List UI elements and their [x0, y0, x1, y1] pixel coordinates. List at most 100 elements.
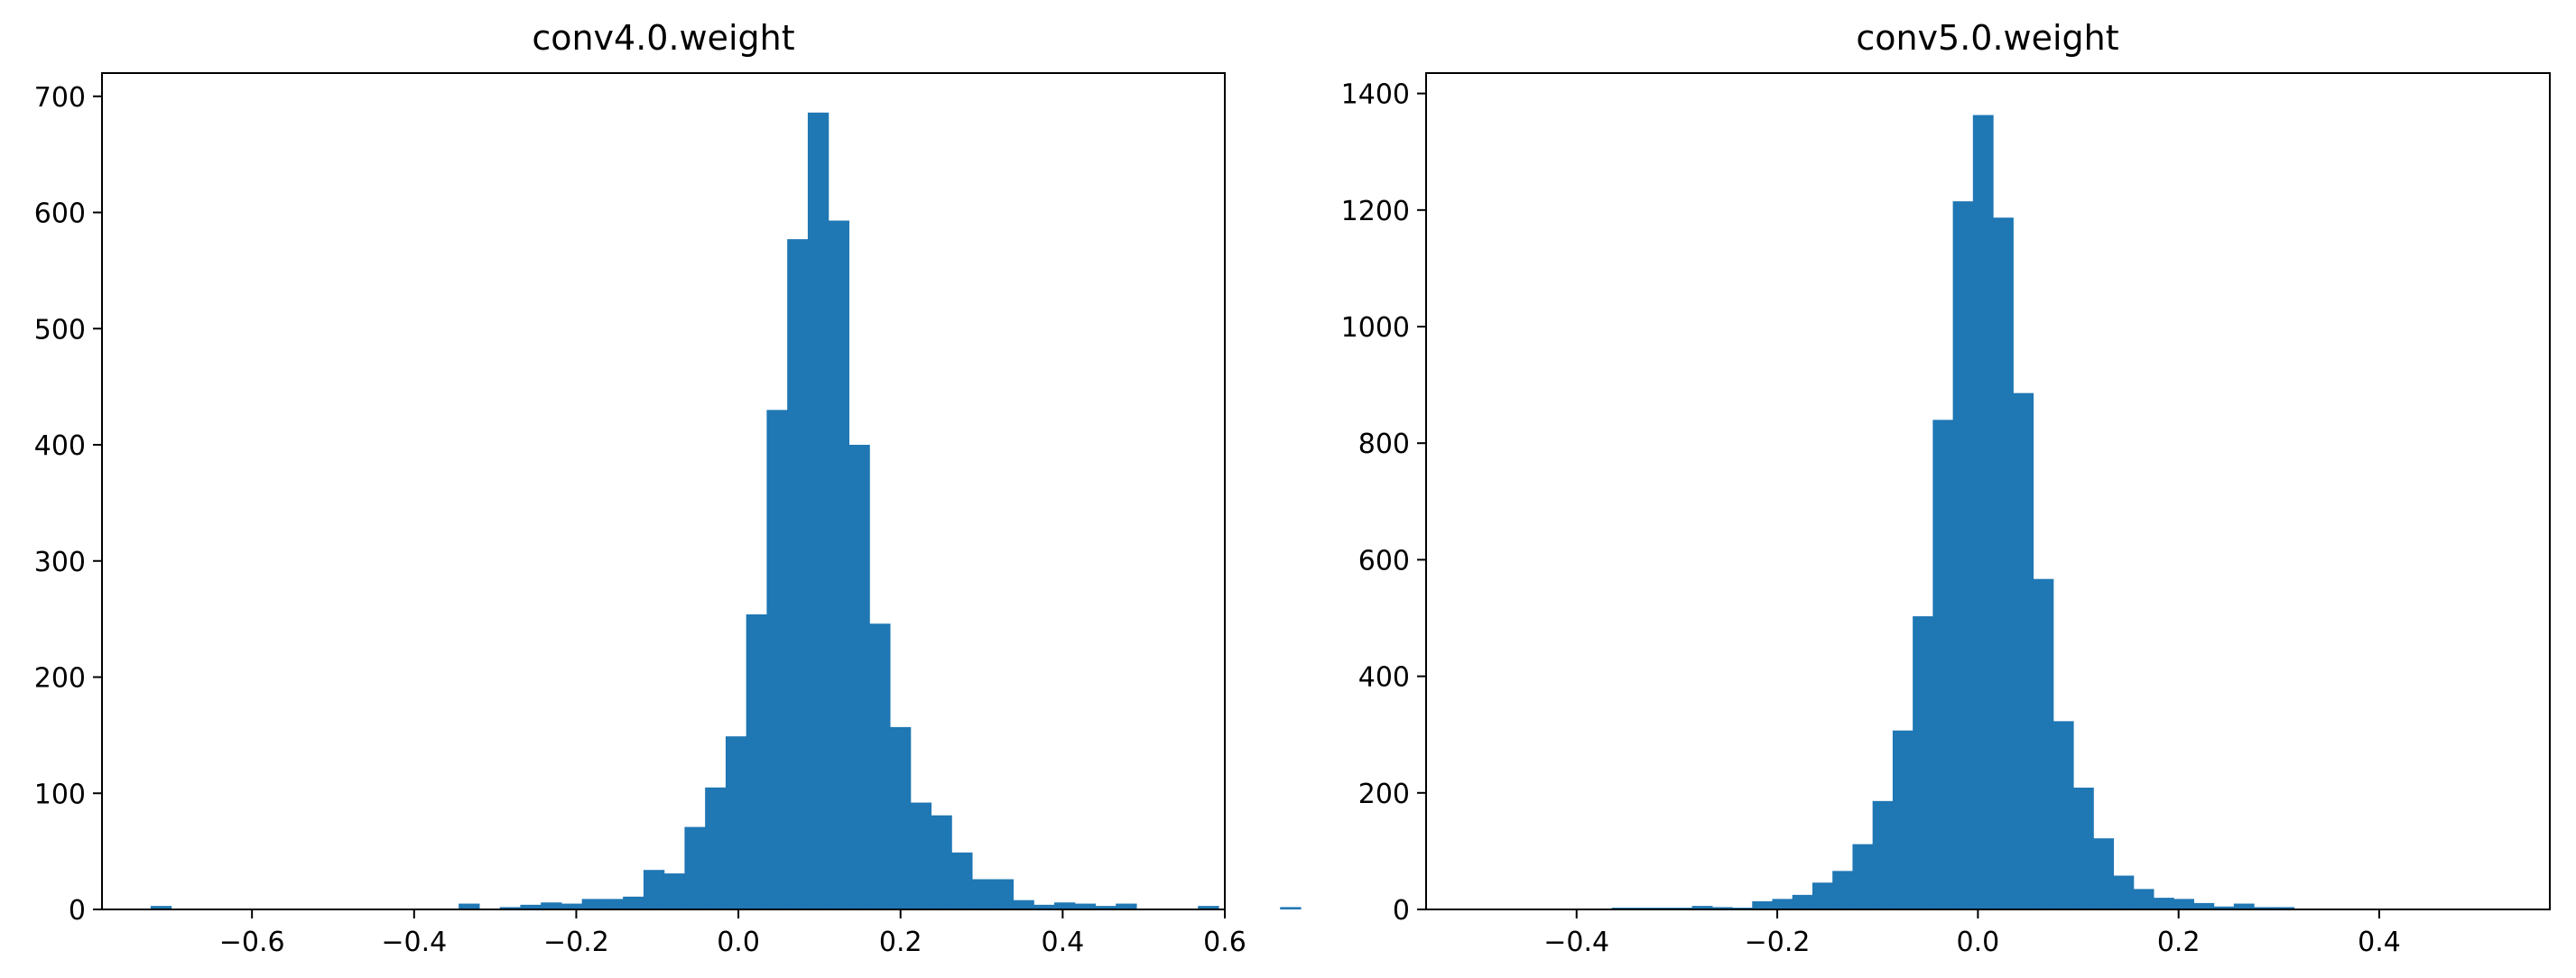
- histogram-bar: [971, 879, 994, 909]
- chart-title: conv5.0.weight: [1856, 18, 2118, 58]
- y-tick-label: 600: [34, 198, 86, 230]
- histogram-bar: [541, 902, 562, 909]
- histogram-bar: [746, 614, 768, 909]
- histogram-bar: [1772, 899, 1793, 909]
- x-tick-label: 0.6: [1203, 927, 1246, 958]
- histogram-bar: [1913, 616, 1933, 909]
- histogram-bar: [1792, 894, 1813, 909]
- y-tick-label: 600: [1358, 545, 1410, 577]
- histogram-panel-conv4: conv4.0.weight −0.6 −0.4 −0.2 0.0 0.2 0.4 0.6 …: [34, 18, 1302, 958]
- y-tick-label: 300: [34, 547, 86, 578]
- histogram-bar: [1752, 900, 1774, 909]
- histogram-bar: [1116, 903, 1137, 909]
- histogram-bar: [643, 870, 665, 909]
- histogram-bar: [725, 736, 747, 909]
- x-tick-label: −0.6: [219, 927, 285, 958]
- axes-frame: [101, 72, 1226, 910]
- histogram-bar: [602, 899, 624, 909]
- histogram-bar: [520, 904, 542, 909]
- y-tick-label: 1400: [1341, 79, 1410, 111]
- y-tick-label: 1000: [1341, 312, 1410, 344]
- histogram-bar: [684, 826, 706, 909]
- y-tick-label: 700: [34, 82, 86, 114]
- histogram-bar: [499, 907, 522, 909]
- y-tick-label: 800: [1358, 429, 1410, 460]
- histogram-bar: [2274, 907, 2295, 909]
- histogram-bar: [1095, 906, 1117, 909]
- y-tick-label: 1200: [1341, 196, 1410, 227]
- bars: [150, 112, 1302, 910]
- x-axis-ticks: −0.6 −0.4 −0.2 0.0 0.2 0.4 0.6: [219, 909, 1246, 958]
- axes-frame: [1425, 72, 2551, 910]
- histogram-bar: [2213, 906, 2235, 909]
- histogram-bar: [1993, 217, 2014, 909]
- x-tick-label: −0.2: [1745, 927, 1811, 958]
- y-tick-label: 100: [34, 779, 86, 810]
- histogram-bar: [1198, 906, 1219, 909]
- histogram-bar: [951, 852, 973, 909]
- y-tick-label: 400: [34, 430, 86, 462]
- x-tick-label: 0.0: [1957, 927, 2000, 958]
- histogram-panel-conv5: conv5.0.weight −0.4 −0.2 0.0 0.2 0.4 0 200 400…: [1341, 18, 2551, 958]
- histogram-bar: [2173, 899, 2194, 909]
- histogram-bar: [931, 815, 952, 909]
- y-tick-label: 200: [34, 663, 86, 695]
- histogram-bar: [1952, 201, 1974, 909]
- histogram-bar: [992, 879, 1015, 909]
- histogram-bar: [869, 623, 891, 909]
- chart-title: conv4.0.weight: [532, 18, 794, 58]
- histogram-bar: [2233, 903, 2255, 909]
- histogram-bar: [848, 445, 870, 909]
- x-tick-label: −0.4: [1543, 927, 1609, 958]
- y-tick-label: 200: [1358, 779, 1410, 810]
- histogram-bar: [1013, 900, 1034, 909]
- y-tick-label: 0: [69, 895, 86, 927]
- histogram-bar: [787, 239, 809, 909]
- y-tick-label: 0: [1393, 895, 1410, 927]
- histogram-bar: [1033, 904, 1055, 909]
- y-tick-label: 500: [34, 314, 86, 346]
- histogram-bar: [2193, 902, 2215, 909]
- histogram-bar: [1892, 730, 1913, 909]
- histogram-bar: [2153, 898, 2174, 909]
- histogram-bar: [1972, 115, 1994, 909]
- histogram-bar: [1852, 844, 1874, 909]
- histogram-bar: [2052, 721, 2074, 909]
- y-tick-label: 400: [1358, 662, 1410, 694]
- histogram-bar: [663, 873, 686, 909]
- histogram-bar: [910, 802, 932, 909]
- histogram-bar: [561, 903, 583, 909]
- histogram-bar: [1932, 420, 1954, 909]
- histogram-bar: [623, 896, 644, 909]
- histogram-bar: [2072, 787, 2094, 909]
- histogram-bar: [459, 903, 480, 909]
- x-tick-label: 0.4: [2358, 927, 2401, 958]
- x-tick-label: 0.2: [879, 927, 922, 958]
- x-tick-label: 0.4: [1042, 927, 1085, 958]
- histogram-bar: [1812, 882, 1833, 909]
- histogram-bar: [2093, 838, 2115, 909]
- histogram-bar: [1711, 907, 1733, 909]
- histogram-bar: [807, 112, 829, 909]
- x-axis-ticks: −0.4 −0.2 0.0 0.2 0.4: [1543, 909, 2401, 958]
- histogram-bar: [2113, 875, 2135, 909]
- y-axis-ticks: 0 200 400 600 800 1000 1200 1400: [1341, 79, 1426, 927]
- histogram-bar: [2013, 392, 2034, 909]
- y-axis-ticks: 0 100 200 300 400 500 600 700: [34, 82, 102, 927]
- histogram-bar: [2033, 578, 2054, 909]
- histogram-bar: [1872, 800, 1894, 909]
- histogram-bar: [828, 220, 850, 909]
- bars: [1611, 115, 2295, 909]
- histogram-bar: [1832, 871, 1854, 909]
- histogram-bar: [1074, 903, 1097, 909]
- histogram-bar: [2254, 907, 2275, 909]
- x-tick-label: 0.2: [2157, 927, 2201, 958]
- histogram-bar: [581, 899, 604, 909]
- histogram-bar: [1280, 907, 1302, 909]
- histogram-bar: [1053, 902, 1076, 909]
- histogram-bar: [2133, 889, 2154, 909]
- histogram-bar: [889, 726, 912, 909]
- x-tick-label: 0.0: [717, 927, 760, 958]
- histogram-bar: [1691, 906, 1713, 909]
- histogram-bar: [705, 787, 727, 909]
